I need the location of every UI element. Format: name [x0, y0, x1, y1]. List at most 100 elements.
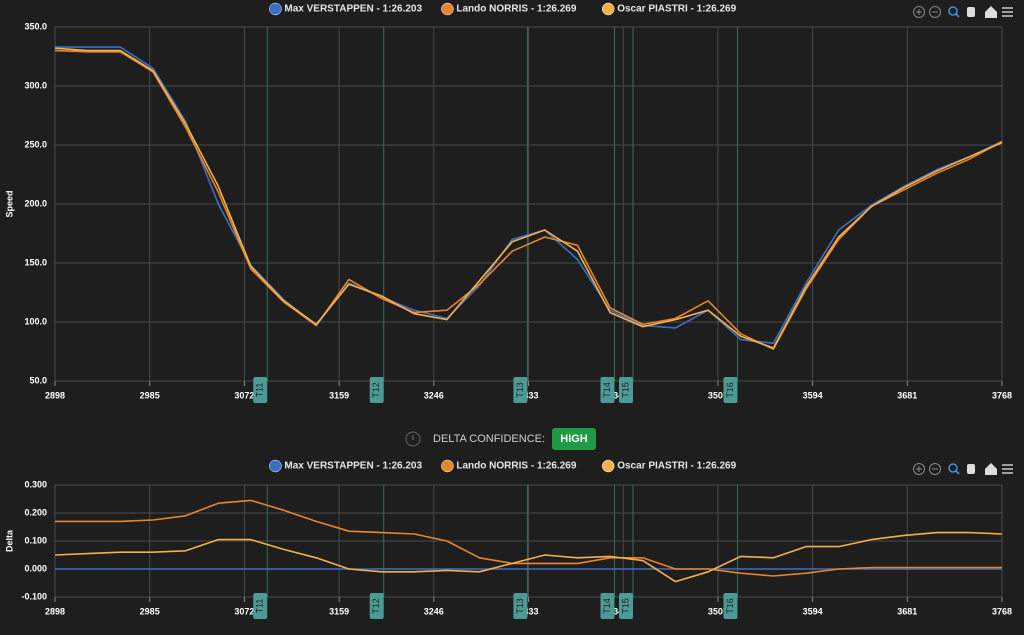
x-tick-label: 2898 [45, 606, 65, 616]
corner-label: T12 [371, 382, 381, 398]
legend-label[interactable]: Lando NORRIS - 1:26.269 [456, 4, 576, 15]
y-tick-label: 0.300 [24, 479, 47, 489]
x-tick-label: 3594 [803, 390, 823, 400]
x-tick-label: 3072 [234, 606, 254, 616]
zoom-select[interactable] [948, 6, 958, 16]
x-tick-label: 3333 [518, 606, 538, 616]
x-tick-label: 3507 [708, 606, 728, 616]
legend-marker[interactable] [269, 459, 282, 473]
legend-label[interactable]: Lando NORRIS - 1:26.269 [456, 461, 576, 472]
zoom-in[interactable] [913, 463, 925, 475]
confidence-label: DELTA CONFIDENCE: [433, 433, 545, 445]
legend-label[interactable]: Max VERSTAPPEN - 1:26.203 [284, 4, 422, 15]
zoom-select-handle [955, 470, 960, 475]
chart: Max VERSTAPPEN - 1:26.203 Lando NORRIS - … [4, 2, 1012, 403]
y-tick-label: 50.0 [29, 375, 47, 385]
zoom-select[interactable] [948, 463, 958, 473]
corner-label: T15 [620, 382, 630, 398]
x-tick-label: 3246 [424, 606, 444, 616]
confidence-badge [552, 428, 596, 450]
menu[interactable] [1002, 7, 1013, 17]
series-line [55, 46, 1003, 344]
x-tick-label: 3333 [518, 390, 538, 400]
y-tick-label: 0.200 [24, 507, 47, 517]
reset[interactable] [985, 6, 997, 18]
corner-label: T11 [255, 383, 265, 398]
corner-badge [600, 593, 615, 619]
zoom-in-glyph [916, 466, 922, 472]
y-tick-label: -0.100 [21, 591, 47, 601]
toolbar [913, 6, 1013, 18]
legend-label[interactable]: Oscar PIASTRI - 1:26.269 [617, 4, 736, 15]
legend-marker[interactable] [269, 2, 282, 16]
zoom-out[interactable] [929, 463, 941, 475]
x-tick-label: 3768 [992, 390, 1012, 400]
corner-badge [513, 593, 528, 619]
corner-label: T12 [371, 598, 381, 614]
x-tick-label: 3159 [329, 606, 349, 616]
x-tick-label: 3507 [708, 390, 728, 400]
zoom-out[interactable] [929, 6, 941, 18]
corner-badge [253, 593, 268, 619]
pan[interactable] [967, 7, 975, 17]
x-tick-label: 3072 [234, 390, 254, 400]
x-tick-label: 2898 [45, 390, 65, 400]
x-tick-label: 3768 [992, 606, 1012, 616]
chart: Max VERSTAPPEN - 1:26.203 Lando NORRIS - … [4, 459, 1012, 619]
legend-label[interactable]: Max VERSTAPPEN - 1:26.203 [284, 461, 422, 472]
series-line [54, 47, 1003, 349]
corner-label: T13 [515, 382, 525, 398]
y-axis-title: Speed [4, 190, 14, 217]
y-tick-label: 250.0 [24, 139, 47, 149]
corner-badge [723, 377, 738, 403]
corner-badge [369, 593, 384, 619]
x-tick-label: 3681 [897, 390, 917, 400]
x-tick-label: 3681 [897, 606, 917, 616]
legend-label[interactable]: Oscar PIASTRI - 1:26.269 [617, 461, 736, 472]
x-tick-label: 3246 [424, 390, 444, 400]
corner-label: T13 [515, 598, 525, 614]
corner-label: T14 [602, 382, 612, 398]
y-tick-label: 200.0 [24, 198, 47, 208]
corner-badge [253, 377, 268, 403]
corner-badge [513, 377, 528, 403]
series-line [55, 499, 1002, 577]
corner-label: T14 [602, 598, 612, 614]
y-tick-label: 100.0 [24, 316, 47, 326]
corner-label: T16 [725, 598, 735, 614]
y-tick-label: 0.100 [24, 535, 47, 545]
zoom-in-glyph [916, 9, 922, 15]
zoom-in[interactable] [913, 6, 925, 18]
series-line [54, 531, 1003, 583]
corner-label: T15 [620, 598, 630, 614]
legend: Max VERSTAPPEN - 1:26.203 Lando NORRIS - … [269, 2, 737, 16]
menu[interactable] [1002, 464, 1013, 474]
info-icon[interactable] [405, 431, 421, 447]
corner-label: T11 [255, 599, 265, 614]
y-tick-label: 350.0 [24, 21, 47, 31]
series-line [54, 49, 1003, 350]
x-tick-label: 2985 [140, 390, 160, 400]
corner-badge [600, 377, 615, 403]
corner-badge [723, 593, 738, 619]
corner-label: T16 [725, 382, 735, 398]
legend-marker[interactable] [441, 2, 454, 16]
corner-badge [618, 593, 633, 619]
pan[interactable] [967, 464, 975, 474]
corner-badge [369, 377, 384, 403]
confidence-value: HIGH [560, 433, 588, 445]
y-tick-label: 300.0 [24, 80, 47, 90]
legend-marker[interactable] [601, 459, 615, 473]
legend-marker[interactable] [441, 459, 454, 473]
y-tick-label: 150.0 [24, 257, 47, 267]
reset[interactable] [985, 463, 997, 475]
zoom-select-handle [955, 13, 960, 18]
x-tick-label: 3159 [329, 390, 349, 400]
legend-marker[interactable] [601, 2, 615, 16]
legend: Max VERSTAPPEN - 1:26.203 Lando NORRIS - … [269, 459, 737, 473]
x-tick-label: 3594 [803, 606, 823, 616]
toolbar [913, 463, 1013, 475]
